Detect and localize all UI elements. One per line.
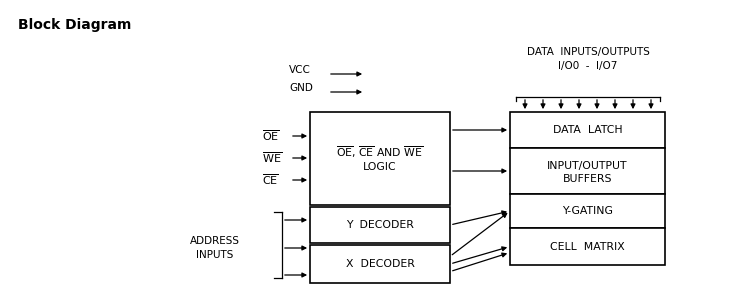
Text: $\overline{\rm WE}$: $\overline{\rm WE}$ [262,151,282,165]
Text: LOGIC: LOGIC [363,161,397,171]
Bar [310,245,450,283]
Text: $\overline{\rm OE}$, $\overline{\rm CE}$ AND $\overline{\rm WE}$: $\overline{\rm OE}$, $\overline{\rm CE}$… [336,145,423,160]
Text: INPUT/OUTPUT: INPUT/OUTPUT [547,161,628,171]
Text: Block Diagram: Block Diagram [18,18,132,32]
Bar [510,194,665,228]
Text: I/O0  -  I/O7: I/O0 - I/O7 [558,61,617,71]
Text: X  DECODER: X DECODER [346,259,414,269]
Text: DATA  INPUTS/OUTPUTS: DATA INPUTS/OUTPUTS [526,47,650,57]
Bar [510,112,665,148]
Text: DATA  LATCH: DATA LATCH [553,125,623,135]
Text: GND: GND [289,83,313,93]
Text: $\overline{\rm CE}$: $\overline{\rm CE}$ [262,173,279,187]
Text: VCC: VCC [289,65,311,75]
Text: CELL  MATRIX: CELL MATRIX [550,242,625,252]
Text: BUFFERS: BUFFERS [562,174,612,184]
Text: ADDRESS
INPUTS: ADDRESS INPUTS [190,236,240,260]
Bar [510,148,665,194]
Text: $\overline{\rm OE}$: $\overline{\rm OE}$ [262,129,280,143]
Bar [510,228,665,265]
Text: Y-GATING: Y-GATING [562,206,613,216]
Bar [310,112,450,205]
Text: Y  DECODER: Y DECODER [346,220,414,230]
Bar [310,207,450,243]
